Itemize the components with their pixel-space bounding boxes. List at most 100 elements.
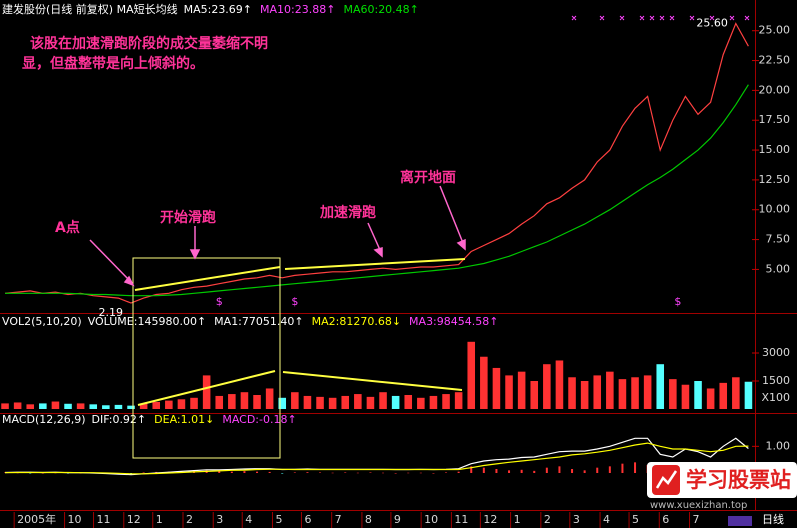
x-tick-label: 11	[97, 513, 111, 526]
volume-bar	[606, 371, 614, 409]
period-indicator	[728, 516, 752, 526]
x-tick-label: 10	[424, 513, 438, 526]
x-tick-label: 4	[603, 513, 610, 526]
volume-bar	[543, 364, 551, 409]
volume-bar	[366, 396, 375, 409]
macd-bar	[394, 473, 397, 474]
volume-bar	[732, 377, 740, 409]
volume-bar	[265, 388, 274, 409]
annotation-label: A点	[55, 219, 80, 236]
note-text: 显，但盘整带是向上倾斜的。	[22, 55, 204, 72]
volume-bar	[278, 397, 287, 409]
volume-bar	[744, 381, 753, 409]
annotation-lines	[134, 258, 466, 406]
trend-line	[134, 266, 281, 291]
volume-bar	[1, 403, 9, 409]
x-tick-label: 2005年	[17, 512, 56, 526]
macd-bar	[369, 472, 372, 473]
trend-line	[282, 371, 463, 391]
x-tick-label: 4	[245, 513, 252, 526]
volume-bar	[177, 399, 186, 409]
indicator-label: MA2:81270.68↓	[312, 315, 401, 328]
volume-bar	[64, 403, 72, 409]
annotation-label: 开始滑跑	[160, 209, 216, 226]
y-tick-label: 7.50	[766, 233, 791, 246]
annotation-label: 加速滑跑	[319, 204, 376, 221]
arrow	[439, 185, 464, 244]
signal-markers	[571, 15, 750, 21]
macd-bar	[256, 471, 259, 473]
volume-bar	[303, 395, 312, 409]
macd-bar	[268, 471, 271, 473]
volume-bar	[379, 392, 387, 409]
x-tick-label: 3	[216, 513, 223, 526]
y-tick-label: 5.00	[766, 262, 791, 275]
indicator-label: MA60:20.48↑	[343, 3, 418, 16]
macd-bar	[608, 466, 611, 473]
volume-bar	[681, 384, 690, 409]
volume-bar	[404, 395, 413, 409]
value-label: 2.19	[99, 306, 124, 319]
watermark-logo-mark	[655, 470, 678, 489]
indicator-label: DIF:0.92↑	[92, 413, 147, 426]
macd-bar	[356, 472, 359, 474]
indicator-label: MA10:23.88↑	[260, 3, 335, 16]
x-tick-label: 8	[365, 513, 372, 526]
y-tick-label: 3000	[762, 346, 790, 359]
volume-bar	[706, 388, 715, 409]
x-tick-label: 11	[454, 513, 468, 526]
macd-bar	[533, 470, 536, 473]
y-tick-label: 10.00	[759, 203, 791, 216]
volume-bar	[656, 364, 665, 409]
volume-bar	[316, 396, 324, 409]
arrow-head	[456, 238, 466, 251]
x-tick-label: 7	[335, 513, 342, 526]
volume-bar	[467, 341, 476, 409]
arrow-head	[189, 249, 201, 260]
unit-label: X100	[761, 391, 790, 404]
y-tick-label: 22.50	[759, 54, 791, 67]
macd-bar	[495, 469, 498, 473]
volume-bar	[291, 392, 299, 409]
x-tick-label: 3	[573, 513, 580, 526]
arrow-head	[123, 275, 135, 287]
volume-bar	[480, 356, 488, 409]
volume-bar	[442, 394, 450, 409]
macd-bar	[470, 466, 473, 473]
volume-bar	[202, 375, 211, 409]
macd-bar	[230, 471, 233, 473]
y-tick-label: 1.00	[766, 439, 791, 452]
macd-bar	[634, 462, 637, 473]
x-tick-label: 1	[514, 513, 521, 526]
indicator-label: MA5:23.69↑	[184, 3, 252, 16]
x-tick-label: 7	[693, 513, 700, 526]
indicator-label: VOLUME:145980.00↑	[88, 315, 206, 328]
volume-bar	[114, 404, 123, 409]
series-line	[4, 22, 749, 304]
volume-bar	[429, 395, 438, 409]
x-tick-label: 6	[662, 513, 669, 526]
volume-bar	[454, 392, 463, 409]
macd-bar	[545, 467, 548, 473]
volume-bar	[215, 395, 224, 409]
pane-title: VOL2(5,10,20)	[2, 315, 82, 328]
event-marker: $	[674, 295, 681, 308]
indicator-label: MA1:77051.40↑	[214, 315, 303, 328]
volume-bar	[152, 401, 161, 409]
event-marker: $	[291, 295, 298, 308]
volume-bar	[505, 375, 513, 409]
highlight-box	[132, 257, 281, 459]
volume-bar	[127, 405, 135, 409]
volume-bar	[618, 379, 627, 409]
x-tick-label: 1	[156, 513, 163, 526]
volume-bar	[89, 404, 98, 409]
value-label: 25.60	[696, 17, 728, 30]
watermark-box	[647, 462, 797, 498]
macd-bar	[571, 469, 574, 473]
volume-bar	[643, 375, 652, 409]
x-tick-label: 6	[304, 513, 311, 526]
arrow-head	[373, 247, 383, 258]
macd-bar	[419, 472, 422, 474]
volume-bar	[51, 401, 60, 409]
watermark-name: 学习股票站	[686, 468, 791, 492]
